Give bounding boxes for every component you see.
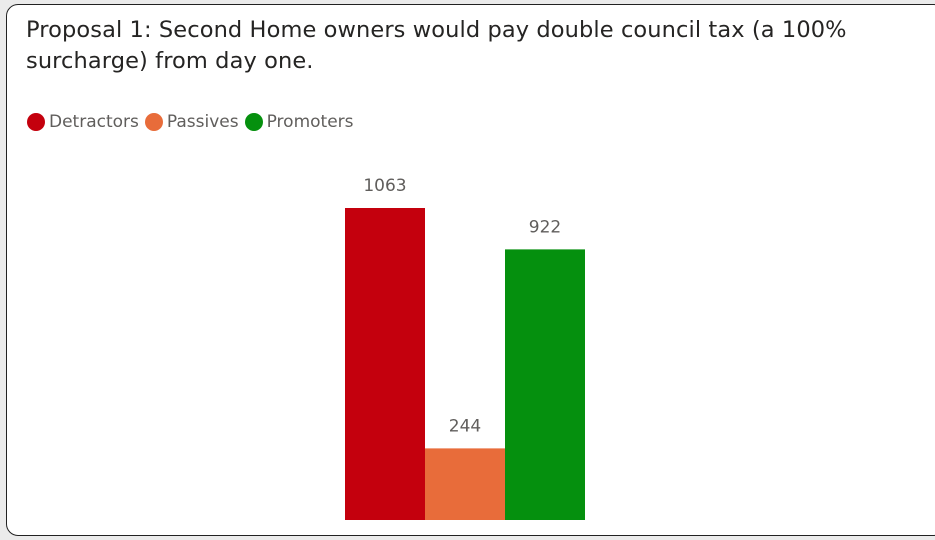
legend-marker-passives [144,113,163,131]
bar-detractors[interactable] [345,208,425,520]
data-label-detractors: 1063 [363,176,406,196]
legend-marker-detractors [27,113,45,131]
legend-label-passives: Passives [166,112,239,132]
legend-marker-promoters [244,113,263,131]
legend-item-detractors[interactable]: Detractors [27,112,139,132]
legend-label-detractors: Detractors [49,112,139,132]
bar-plot-area: 1063 244 922 [345,176,585,520]
data-label-passives: 244 [449,416,481,436]
legend-item-promoters[interactable]: Promoters [244,112,354,132]
chart-card: Proposal 1: Second Home owners would pay… [6,4,935,536]
data-label-promoters: 922 [529,217,561,237]
bar-passives[interactable] [425,448,505,520]
bar-promoters[interactable] [505,249,585,520]
chart-legend: Detractors Passives Promoters [27,110,360,134]
chart-title: Proposal 1: Second Home owners would pay… [26,17,847,74]
legend-label-promoters: Promoters [266,112,354,132]
legend-item-passives[interactable]: Passives [144,112,239,132]
